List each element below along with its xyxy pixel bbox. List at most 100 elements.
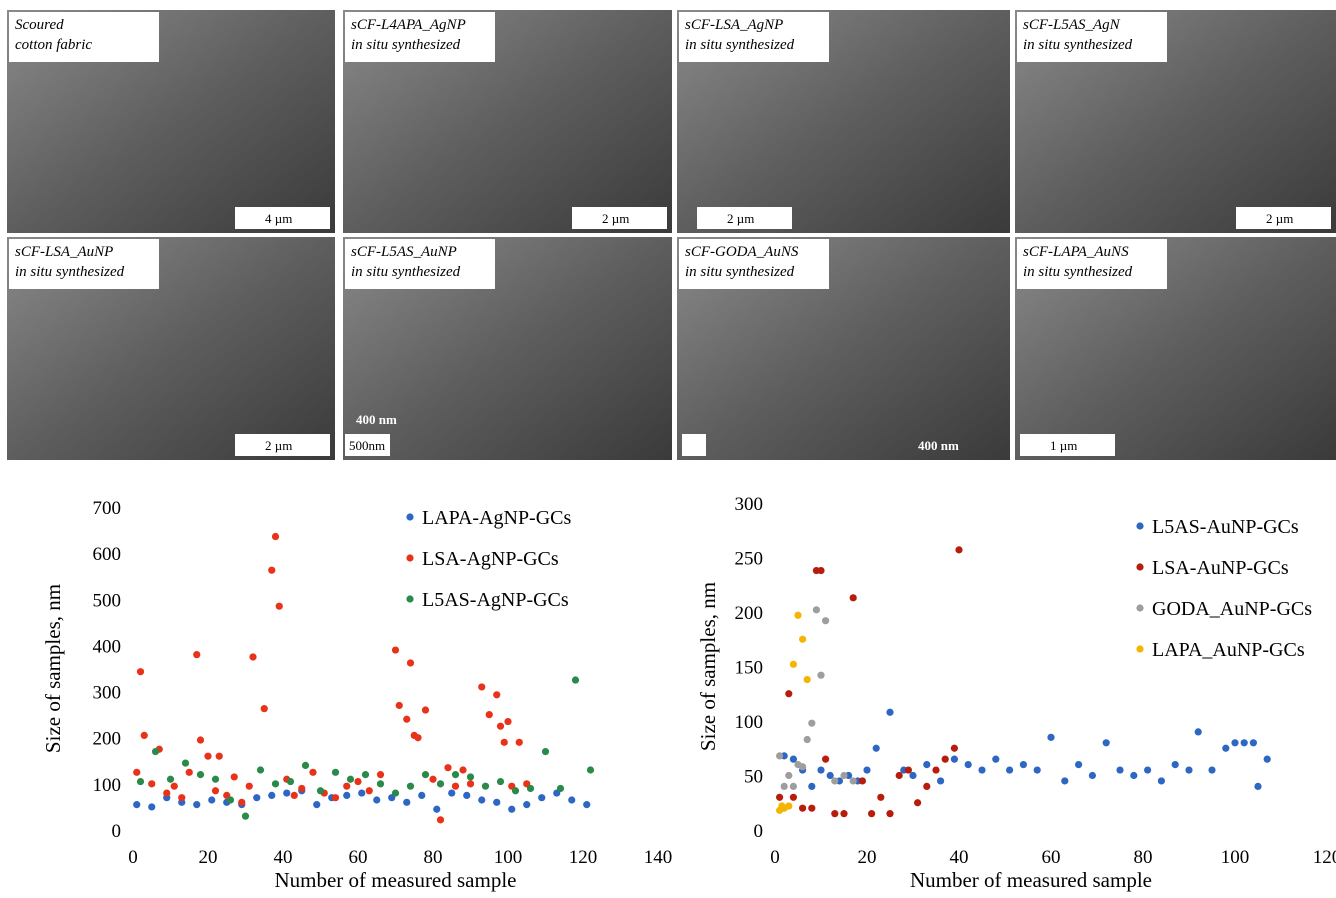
data-point (1006, 766, 1013, 773)
data-point (478, 683, 485, 690)
y-tick-label: 0 (112, 821, 122, 842)
image-label: sCF-L4APA_AgNP (351, 17, 466, 33)
data-point (422, 706, 429, 713)
scale-text: 2 µm (1266, 211, 1293, 226)
data-point (886, 709, 893, 716)
data-point (414, 734, 421, 741)
data-point (799, 763, 806, 770)
data-point (1250, 739, 1257, 746)
data-point (817, 567, 824, 574)
x-tick-label: 60 (349, 847, 368, 868)
data-point (193, 801, 200, 808)
x-tick-label: 0 (770, 847, 780, 868)
data-point (937, 777, 944, 784)
data-point (868, 810, 875, 817)
data-point (287, 778, 294, 785)
data-point (808, 720, 815, 727)
data-point (799, 636, 806, 643)
data-point (482, 783, 489, 790)
data-point (238, 799, 245, 806)
data-point (831, 777, 838, 784)
data-point (932, 766, 939, 773)
data-point (261, 705, 268, 712)
data-point (1144, 766, 1151, 773)
data-point (1116, 766, 1123, 773)
data-point (1034, 766, 1041, 773)
x-tick-label: 120 (1313, 847, 1336, 868)
data-point (1208, 766, 1215, 773)
data-point (776, 794, 783, 801)
scale-text: 2 µm (602, 211, 629, 226)
data-point (804, 736, 811, 743)
figure-canvas: Scouredcotton fabric4 µmsCF-L4APA_AgNPin… (0, 0, 1336, 898)
data-point (152, 748, 159, 755)
data-point (298, 785, 305, 792)
data-point (840, 810, 847, 817)
data-point (808, 783, 815, 790)
data-point (863, 766, 870, 773)
data-point (923, 761, 930, 768)
y-axis-label: Size of samples, nm (41, 584, 65, 753)
data-point (850, 594, 857, 601)
data-point (418, 792, 425, 799)
data-point (178, 794, 185, 801)
data-point (362, 771, 369, 778)
y-tick-label: 50 (744, 767, 763, 788)
data-point (141, 732, 148, 739)
data-point (448, 789, 455, 796)
data-point (808, 805, 815, 812)
x-tick-label: 80 (424, 847, 443, 868)
data-point (313, 801, 320, 808)
data-point (403, 716, 410, 723)
image-label: in situ synthesized (685, 37, 795, 53)
y-tick-label: 150 (735, 658, 764, 679)
x-axis-label: Number of measured sample (274, 868, 516, 892)
data-point (886, 810, 893, 817)
data-point (242, 813, 249, 820)
data-point (167, 776, 174, 783)
data-point (182, 759, 189, 766)
data-point (877, 794, 884, 801)
data-point (227, 796, 234, 803)
data-point (1222, 745, 1229, 752)
data-point (133, 769, 140, 776)
data-point (396, 702, 403, 709)
data-point (804, 676, 811, 683)
data-point (1254, 783, 1261, 790)
data-point (1195, 728, 1202, 735)
data-point (497, 723, 504, 730)
legend-label: GODA_AuNP-GCs (1152, 598, 1312, 620)
data-point (781, 783, 788, 790)
data-point (790, 794, 797, 801)
data-point (955, 546, 962, 553)
data-point (831, 810, 838, 817)
data-point (377, 780, 384, 787)
data-point (212, 776, 219, 783)
data-point (799, 805, 806, 812)
figure: Scouredcotton fabric4 µmsCF-L4APA_AgNPin… (0, 0, 1336, 898)
data-point (785, 802, 792, 809)
image-label: sCF-LSA_AuNP (15, 244, 113, 260)
y-tick-label: 500 (93, 590, 122, 611)
data-point (978, 766, 985, 773)
data-point (794, 612, 801, 619)
image-label: sCF-LSA_AgNP (685, 17, 783, 33)
data-point (463, 792, 470, 799)
scale-text: 400 nm (918, 438, 959, 453)
legend-marker (406, 595, 413, 602)
legend-label: L5AS-AuNP-GCs (1152, 516, 1299, 538)
data-point (493, 691, 500, 698)
data-point (373, 796, 380, 803)
data-point (1130, 772, 1137, 779)
data-point (817, 766, 824, 773)
legend-label: LAPA-AgNP-GCs (422, 507, 572, 529)
data-point (542, 748, 549, 755)
x-tick-label: 120 (569, 847, 598, 868)
data-point (501, 739, 508, 746)
data-point (422, 771, 429, 778)
image-label: in situ synthesized (351, 264, 461, 280)
data-point (557, 785, 564, 792)
data-point (137, 668, 144, 675)
data-point (204, 753, 211, 760)
data-point (193, 651, 200, 658)
